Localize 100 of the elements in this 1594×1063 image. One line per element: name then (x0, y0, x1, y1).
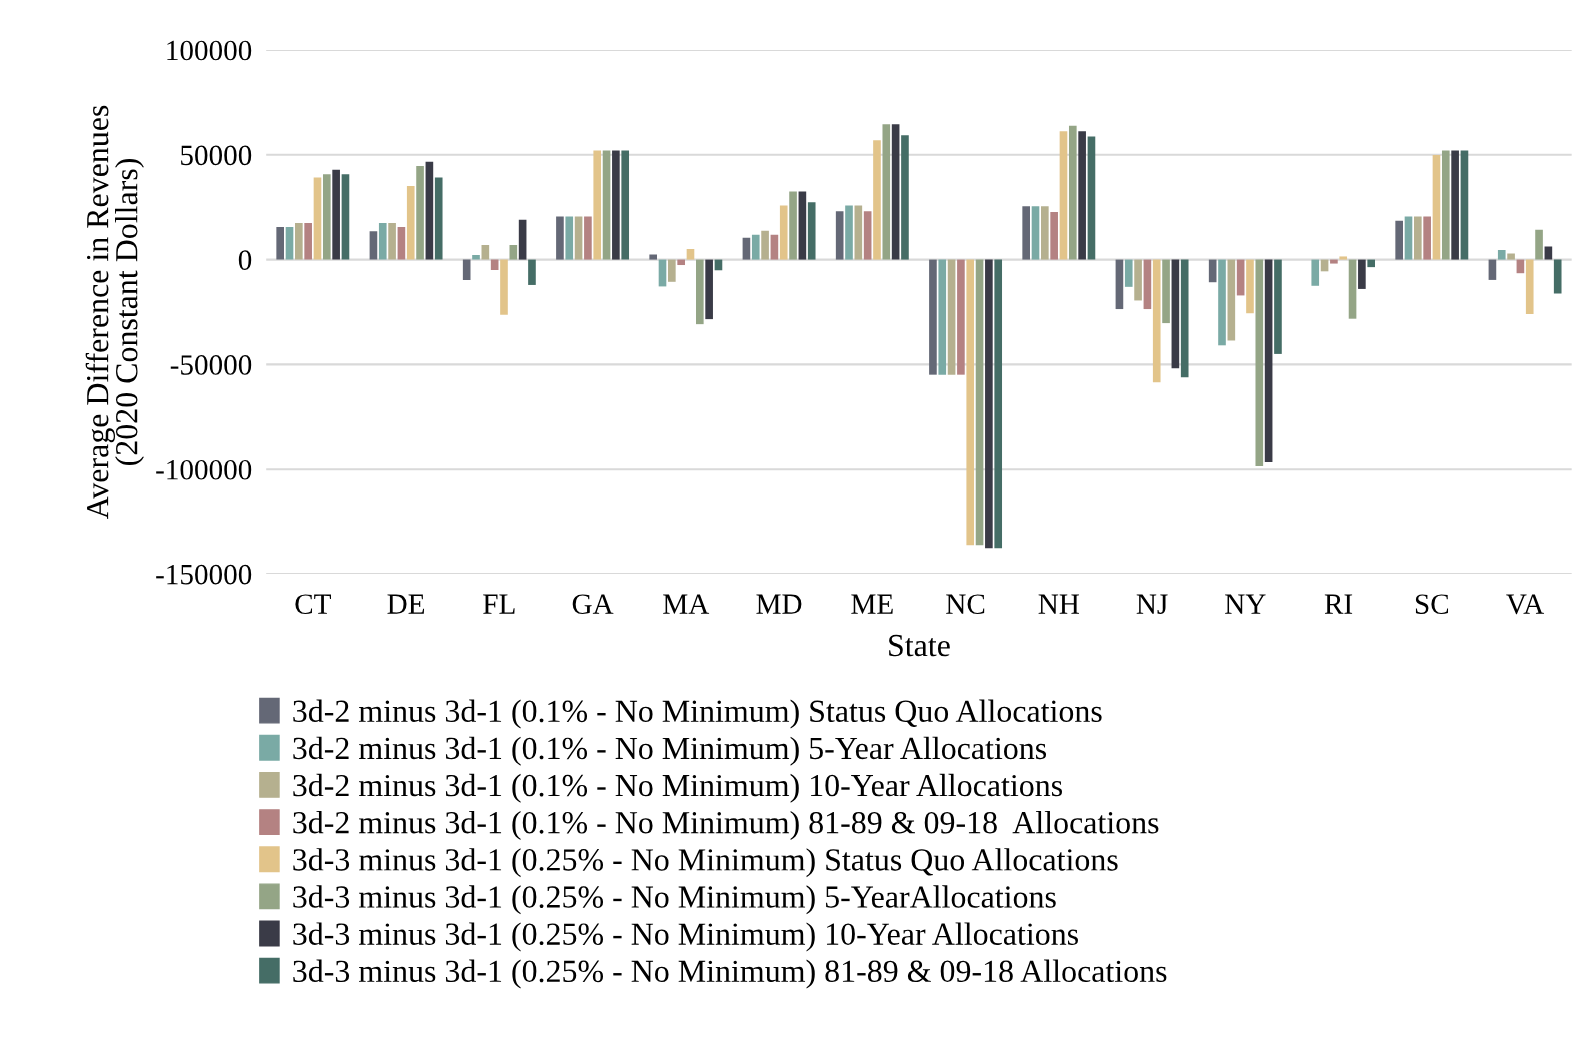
bar (528, 259, 536, 285)
legend-label: 3d-3 minus 3d-1 (0.25% - No Minimum) 10-Year Allocations (293, 922, 1078, 952)
bar (835, 211, 844, 260)
bar (1535, 229, 1543, 260)
bar (1432, 154, 1441, 260)
bar (416, 166, 424, 260)
bar (518, 219, 527, 260)
bar (602, 150, 611, 260)
bar (901, 135, 909, 260)
bar (1339, 256, 1348, 260)
bar (565, 216, 574, 260)
bar (938, 259, 947, 375)
bar (891, 124, 900, 260)
bar (304, 223, 312, 260)
bar (341, 174, 350, 260)
bar (378, 223, 387, 260)
bar (1488, 259, 1497, 280)
bar (863, 211, 872, 260)
bar (1180, 259, 1189, 378)
bar (1218, 259, 1226, 346)
bar (472, 254, 480, 260)
bar (621, 150, 630, 260)
bar (1544, 246, 1553, 260)
legend-label: 3d-3 minus 3d-1 (0.25% - No Minimum) Status Quo Allocations (293, 848, 1118, 878)
bar (882, 124, 891, 260)
bar (751, 234, 760, 260)
bar (649, 254, 657, 260)
x-tick-label: MA (663, 594, 710, 614)
bar (1087, 136, 1096, 260)
bar (593, 150, 602, 260)
bar (1264, 259, 1273, 463)
legend-label: 3d-3 minus 3d-1 (0.25% - No Minimum) 81-89 & 09-18 Allocations (293, 959, 1167, 989)
legend-label: 3d-2 minus 3d-1 (0.1% - No Minimum) Status Quo Allocations (293, 699, 1102, 729)
bar (807, 202, 816, 260)
bar (686, 248, 695, 260)
bar (406, 186, 415, 260)
bar (1152, 259, 1161, 383)
bar (1031, 206, 1040, 260)
bar (1022, 206, 1030, 260)
bar (1367, 259, 1376, 268)
x-tick-label: MD (756, 594, 802, 614)
bar (574, 216, 583, 260)
bar (612, 150, 620, 260)
bar (1507, 253, 1515, 260)
y-tick-label: 50000 (181, 145, 252, 166)
bar (313, 177, 322, 260)
bar (966, 259, 975, 546)
x-tick-label: VA (1506, 594, 1545, 615)
bar (1525, 259, 1534, 315)
x-tick-label: GA (572, 594, 614, 614)
bar (1451, 150, 1459, 260)
x-tick-label: RI (1324, 594, 1353, 614)
x-tick-label: NY (1225, 594, 1266, 614)
bar (1553, 259, 1562, 294)
bar (462, 259, 471, 280)
y-tick-label: -100000 (156, 459, 252, 480)
bar (677, 259, 685, 266)
bar (770, 234, 779, 260)
bar (500, 259, 508, 315)
bar (1134, 259, 1142, 301)
bar (1115, 259, 1124, 310)
legend-label: 3d-2 minus 3d-1 (0.1% - No Minimum) 10-Year Allocations (293, 773, 1062, 803)
legend-label: 3d-3 minus 3d-1 (0.25% - No Minimum) 5-YearAllocations (293, 885, 1056, 915)
bar (1041, 206, 1049, 260)
x-axis-title: State (889, 634, 950, 657)
x-tick-label: DE (387, 594, 425, 614)
bar (789, 191, 797, 260)
bar (332, 169, 340, 260)
x-tick-label: NJ (1136, 594, 1168, 614)
bar (1395, 220, 1403, 260)
x-tick-label: ME (851, 594, 893, 614)
bar (1059, 131, 1068, 260)
bar (509, 244, 518, 260)
legend-label: 3d-2 minus 3d-1 (0.1% - No Minimum) 5-Year Allocations (293, 736, 1047, 766)
legend-label: 3d-2 minus 3d-1 (0.1% - No Minimum) 81-89 & 09-18 Allocations (293, 811, 1159, 840)
bar (957, 259, 965, 375)
bar (854, 205, 863, 260)
bar (369, 231, 378, 260)
x-tick-label: FL (483, 594, 515, 614)
bar (1404, 216, 1413, 260)
bar (285, 226, 294, 260)
x-tick-label: NC (946, 594, 985, 614)
bar (1274, 259, 1282, 354)
bar (1255, 259, 1264, 467)
bar (985, 259, 993, 549)
bar (947, 259, 956, 375)
x-tick-label: NH (1038, 594, 1080, 614)
bar (388, 223, 396, 260)
bar (705, 259, 713, 320)
bar (779, 205, 788, 260)
bar (1124, 259, 1133, 287)
bar (434, 177, 443, 260)
bar (1078, 131, 1086, 260)
bar (1050, 212, 1058, 260)
y-axis-title: Average Difference in Revenues (2020 Constant Dollars) (85, 105, 144, 520)
bar (425, 161, 434, 260)
bar (975, 259, 984, 546)
bar (798, 191, 807, 260)
bar (584, 216, 592, 260)
bar (322, 174, 331, 260)
